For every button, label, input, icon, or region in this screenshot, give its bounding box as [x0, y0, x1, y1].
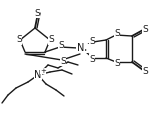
Text: S: S [114, 30, 120, 38]
Text: S: S [48, 36, 54, 44]
Text: S: S [60, 56, 66, 66]
Text: S: S [89, 36, 95, 46]
Text: S: S [89, 54, 95, 64]
Text: S: S [58, 42, 64, 50]
Text: S: S [114, 58, 120, 68]
Text: −: − [86, 40, 92, 48]
Text: S: S [142, 66, 148, 76]
Text: S: S [16, 36, 22, 44]
Text: +: + [40, 68, 46, 74]
Text: S: S [34, 8, 40, 18]
Text: S: S [142, 24, 148, 34]
Text: Ni: Ni [77, 43, 87, 53]
Text: N: N [34, 70, 42, 80]
